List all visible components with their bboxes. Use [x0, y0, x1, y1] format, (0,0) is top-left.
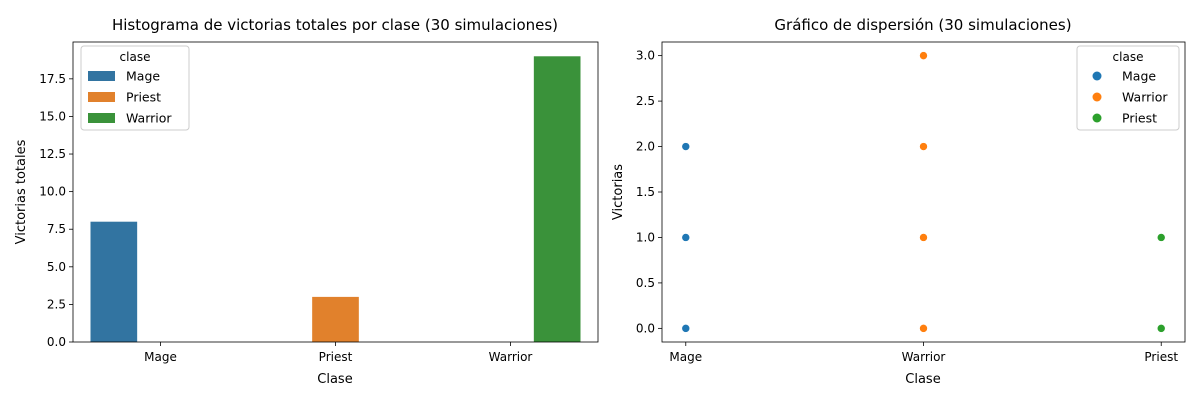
bar-priest-priest	[312, 296, 359, 342]
scatter-chart-legend-label-warrior: Warrior	[1122, 90, 1168, 105]
point-warrior	[919, 51, 928, 60]
bar-chart-legend-label-priest: Priest	[126, 90, 161, 105]
bar-chart-x-tick-label: Priest	[319, 350, 353, 364]
bar-chart-y-tick-label: 5.0	[47, 260, 66, 274]
bar-chart-y-tick-label: 15.0	[39, 109, 66, 123]
bar-chart-legend-items: Mage Priest Warrior	[88, 69, 172, 126]
point-warrior	[919, 233, 928, 242]
point-warrior	[919, 324, 928, 333]
scatter-chart: Gráfico de dispersión (30 simulaciones) …	[611, 16, 1186, 387]
point-mage	[681, 142, 691, 151]
bar-chart-y-tick-label: 10.0	[39, 185, 66, 199]
scatter-chart-y-axis-label: Victorias	[611, 164, 626, 220]
bar-chart-y-tick-label: 0.0	[47, 335, 66, 349]
bar-chart-plot-frame	[72, 41, 599, 343]
bar-warrior-warrior	[533, 56, 581, 343]
scatter-chart-y-tick-label: 2.5	[636, 94, 655, 108]
scatter-chart-legend-marker-mage	[1092, 71, 1102, 81]
scatter-chart-y-tick-label: 0.5	[636, 276, 655, 290]
bar-chart-legend-swatch-warrior	[88, 113, 115, 123]
scatter-chart-legend-label-priest: Priest	[1122, 111, 1157, 126]
bar-chart: Histograma de victorias totales por clas…	[14, 16, 599, 387]
bar-chart-x-ticks: Mage Priest Warrior	[144, 342, 532, 364]
scatter-chart-legend-title: clase	[1113, 50, 1144, 64]
bar-chart-legend-label-warrior: Warrior	[126, 111, 172, 126]
scatter-chart-legend-marker-priest	[1092, 113, 1102, 123]
bar-chart-y-ticks: 0.0 2.5 5.0 7.5 10.0 12.5 15.0 17.5	[39, 72, 73, 349]
scatter-chart-y-tick-label: 3.0	[636, 49, 655, 63]
scatter-chart-marks	[681, 51, 1166, 333]
bar-chart-x-axis-label: Clase	[317, 372, 352, 387]
bar-chart-title: Histograma de victorias totales por clas…	[112, 16, 558, 34]
bar-mage-mage	[90, 221, 138, 342]
scatter-chart-legend-items: Mage Warrior Priest	[1092, 69, 1168, 126]
scatter-chart-legend: clase Mage Warrior Priest	[1076, 45, 1180, 131]
bar-chart-y-axis-label: Victorias totales	[14, 139, 29, 244]
scatter-chart-plot-frame	[661, 41, 1186, 343]
bar-chart-x-tick-label: Mage	[144, 350, 177, 364]
bar-chart-legend-swatch-mage	[88, 71, 115, 81]
scatter-chart-x-tick-label: Mage	[669, 350, 702, 364]
scatter-chart-y-tick-label: 1.5	[636, 185, 655, 199]
scatter-chart-legend-frame	[1076, 45, 1180, 131]
scatter-chart-y-tick-label: 1.0	[636, 230, 655, 244]
scatter-chart-x-tick-label: Priest	[1144, 350, 1178, 364]
scatter-chart-legend-label-mage: Mage	[1122, 69, 1156, 84]
point-mage	[681, 233, 691, 242]
point-warrior	[919, 142, 928, 151]
point-priest	[1156, 324, 1166, 333]
bar-chart-legend: clase Mage Priest Warrior	[80, 45, 190, 131]
scatter-chart-y-tick-label: 0.0	[636, 321, 655, 335]
scatter-chart-y-ticks: 0.0 0.5 1.0 1.5 2.0 2.5 3.0	[636, 49, 662, 335]
scatter-chart-y-tick-label: 2.0	[636, 140, 655, 154]
point-mage	[681, 324, 691, 333]
bar-chart-marks	[90, 56, 581, 343]
scatter-chart-legend-marker-warrior	[1092, 92, 1102, 102]
point-priest	[1156, 233, 1166, 242]
scatter-chart-x-axis-label: Clase	[905, 372, 940, 387]
scatter-chart-x-tick-label: Warrior	[902, 350, 946, 364]
bar-chart-legend-swatch-priest	[88, 92, 115, 102]
scatter-chart-title: Gráfico de dispersión (30 simulaciones)	[774, 16, 1071, 34]
bar-chart-legend-frame	[80, 45, 190, 131]
bar-chart-y-tick-label: 7.5	[47, 222, 66, 236]
bar-chart-y-tick-label: 17.5	[39, 72, 66, 86]
scatter-chart-x-ticks: Mage Warrior Priest	[669, 342, 1178, 364]
bar-chart-y-tick-label: 2.5	[47, 297, 66, 311]
bar-chart-x-tick-label: Warrior	[489, 350, 533, 364]
bar-chart-legend-title: clase	[120, 50, 151, 64]
bar-chart-legend-label-mage: Mage	[126, 69, 160, 84]
bar-chart-y-tick-label: 12.5	[39, 147, 66, 161]
